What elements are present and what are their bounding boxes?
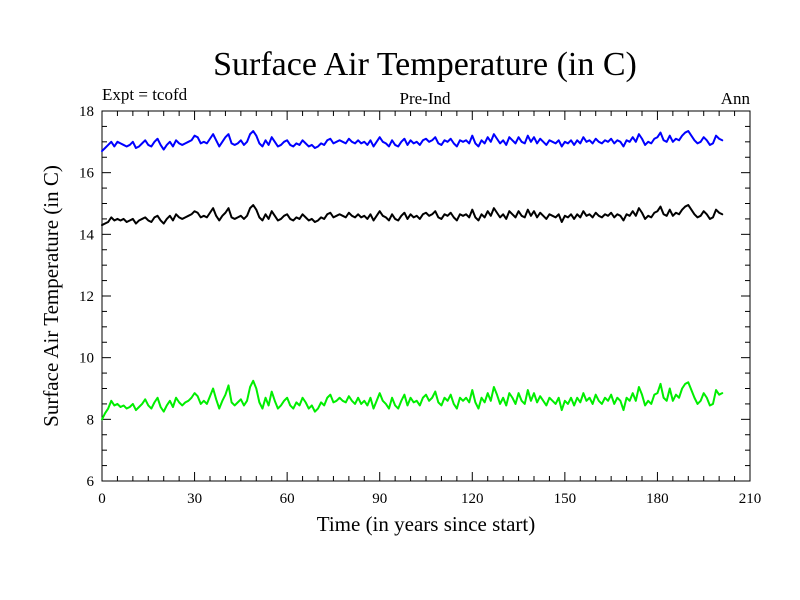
y-tick-label: 18 bbox=[79, 104, 94, 120]
x-tick-label: 0 bbox=[98, 491, 106, 507]
chart-title: Surface Air Temperature (in C) bbox=[213, 46, 637, 83]
x-axis: 0 30 60 90 120 150 180 210 bbox=[98, 111, 761, 507]
y-tick-label: 16 bbox=[79, 166, 95, 182]
x-tick-label: 210 bbox=[739, 491, 762, 507]
scenario-label: Pre-Ind bbox=[400, 89, 451, 108]
x-tick-label: 60 bbox=[280, 491, 295, 507]
y-axis: 6 8 10 12 14 16 18 bbox=[79, 104, 750, 490]
y-tick-label: 8 bbox=[87, 412, 95, 428]
x-tick-label: 120 bbox=[461, 491, 484, 507]
y-axis-label: Surface Air Temperature (in C) bbox=[39, 165, 63, 427]
y-tick-label: 14 bbox=[79, 227, 95, 243]
x-axis-label: Time (in years since start) bbox=[317, 512, 536, 536]
series-line-blue bbox=[101, 130, 724, 153]
y-tick-label: 12 bbox=[79, 289, 94, 305]
x-tick-label: 180 bbox=[646, 491, 669, 507]
series-line-black bbox=[101, 204, 724, 227]
x-tick-label: 150 bbox=[554, 491, 577, 507]
y-tick-label: 10 bbox=[79, 351, 94, 367]
y-tick-label: 6 bbox=[87, 474, 95, 490]
plot-frame bbox=[101, 110, 751, 482]
x-tick-label: 30 bbox=[187, 491, 202, 507]
period-label: Ann bbox=[721, 89, 751, 108]
experiment-label: Expt = tcofd bbox=[102, 85, 188, 104]
series-line-green bbox=[101, 379, 724, 421]
series-layer bbox=[101, 130, 724, 421]
x-tick-label: 90 bbox=[372, 491, 387, 507]
